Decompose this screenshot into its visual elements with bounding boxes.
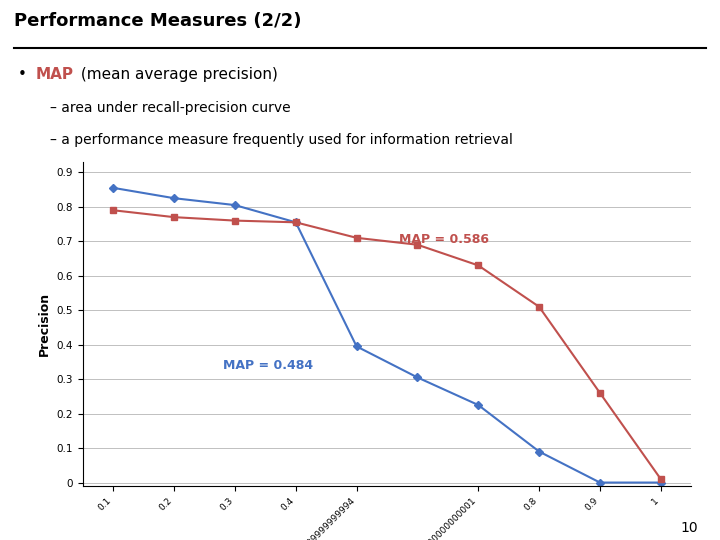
Text: (mean average precision): (mean average precision) (76, 66, 277, 82)
Text: 10: 10 (681, 521, 698, 535)
Text: •: • (18, 66, 27, 82)
Text: MAP: MAP (36, 66, 74, 82)
Y-axis label: Precision: Precision (38, 292, 51, 356)
Text: – area under recall-precision curve: – area under recall-precision curve (50, 102, 291, 116)
Text: MAP = 0.586: MAP = 0.586 (399, 233, 489, 246)
Text: Performance Measures (2/2): Performance Measures (2/2) (14, 12, 302, 30)
Text: MAP = 0.484: MAP = 0.484 (222, 359, 313, 372)
Text: – a performance measure frequently used for information retrieval: – a performance measure frequently used … (50, 133, 513, 147)
